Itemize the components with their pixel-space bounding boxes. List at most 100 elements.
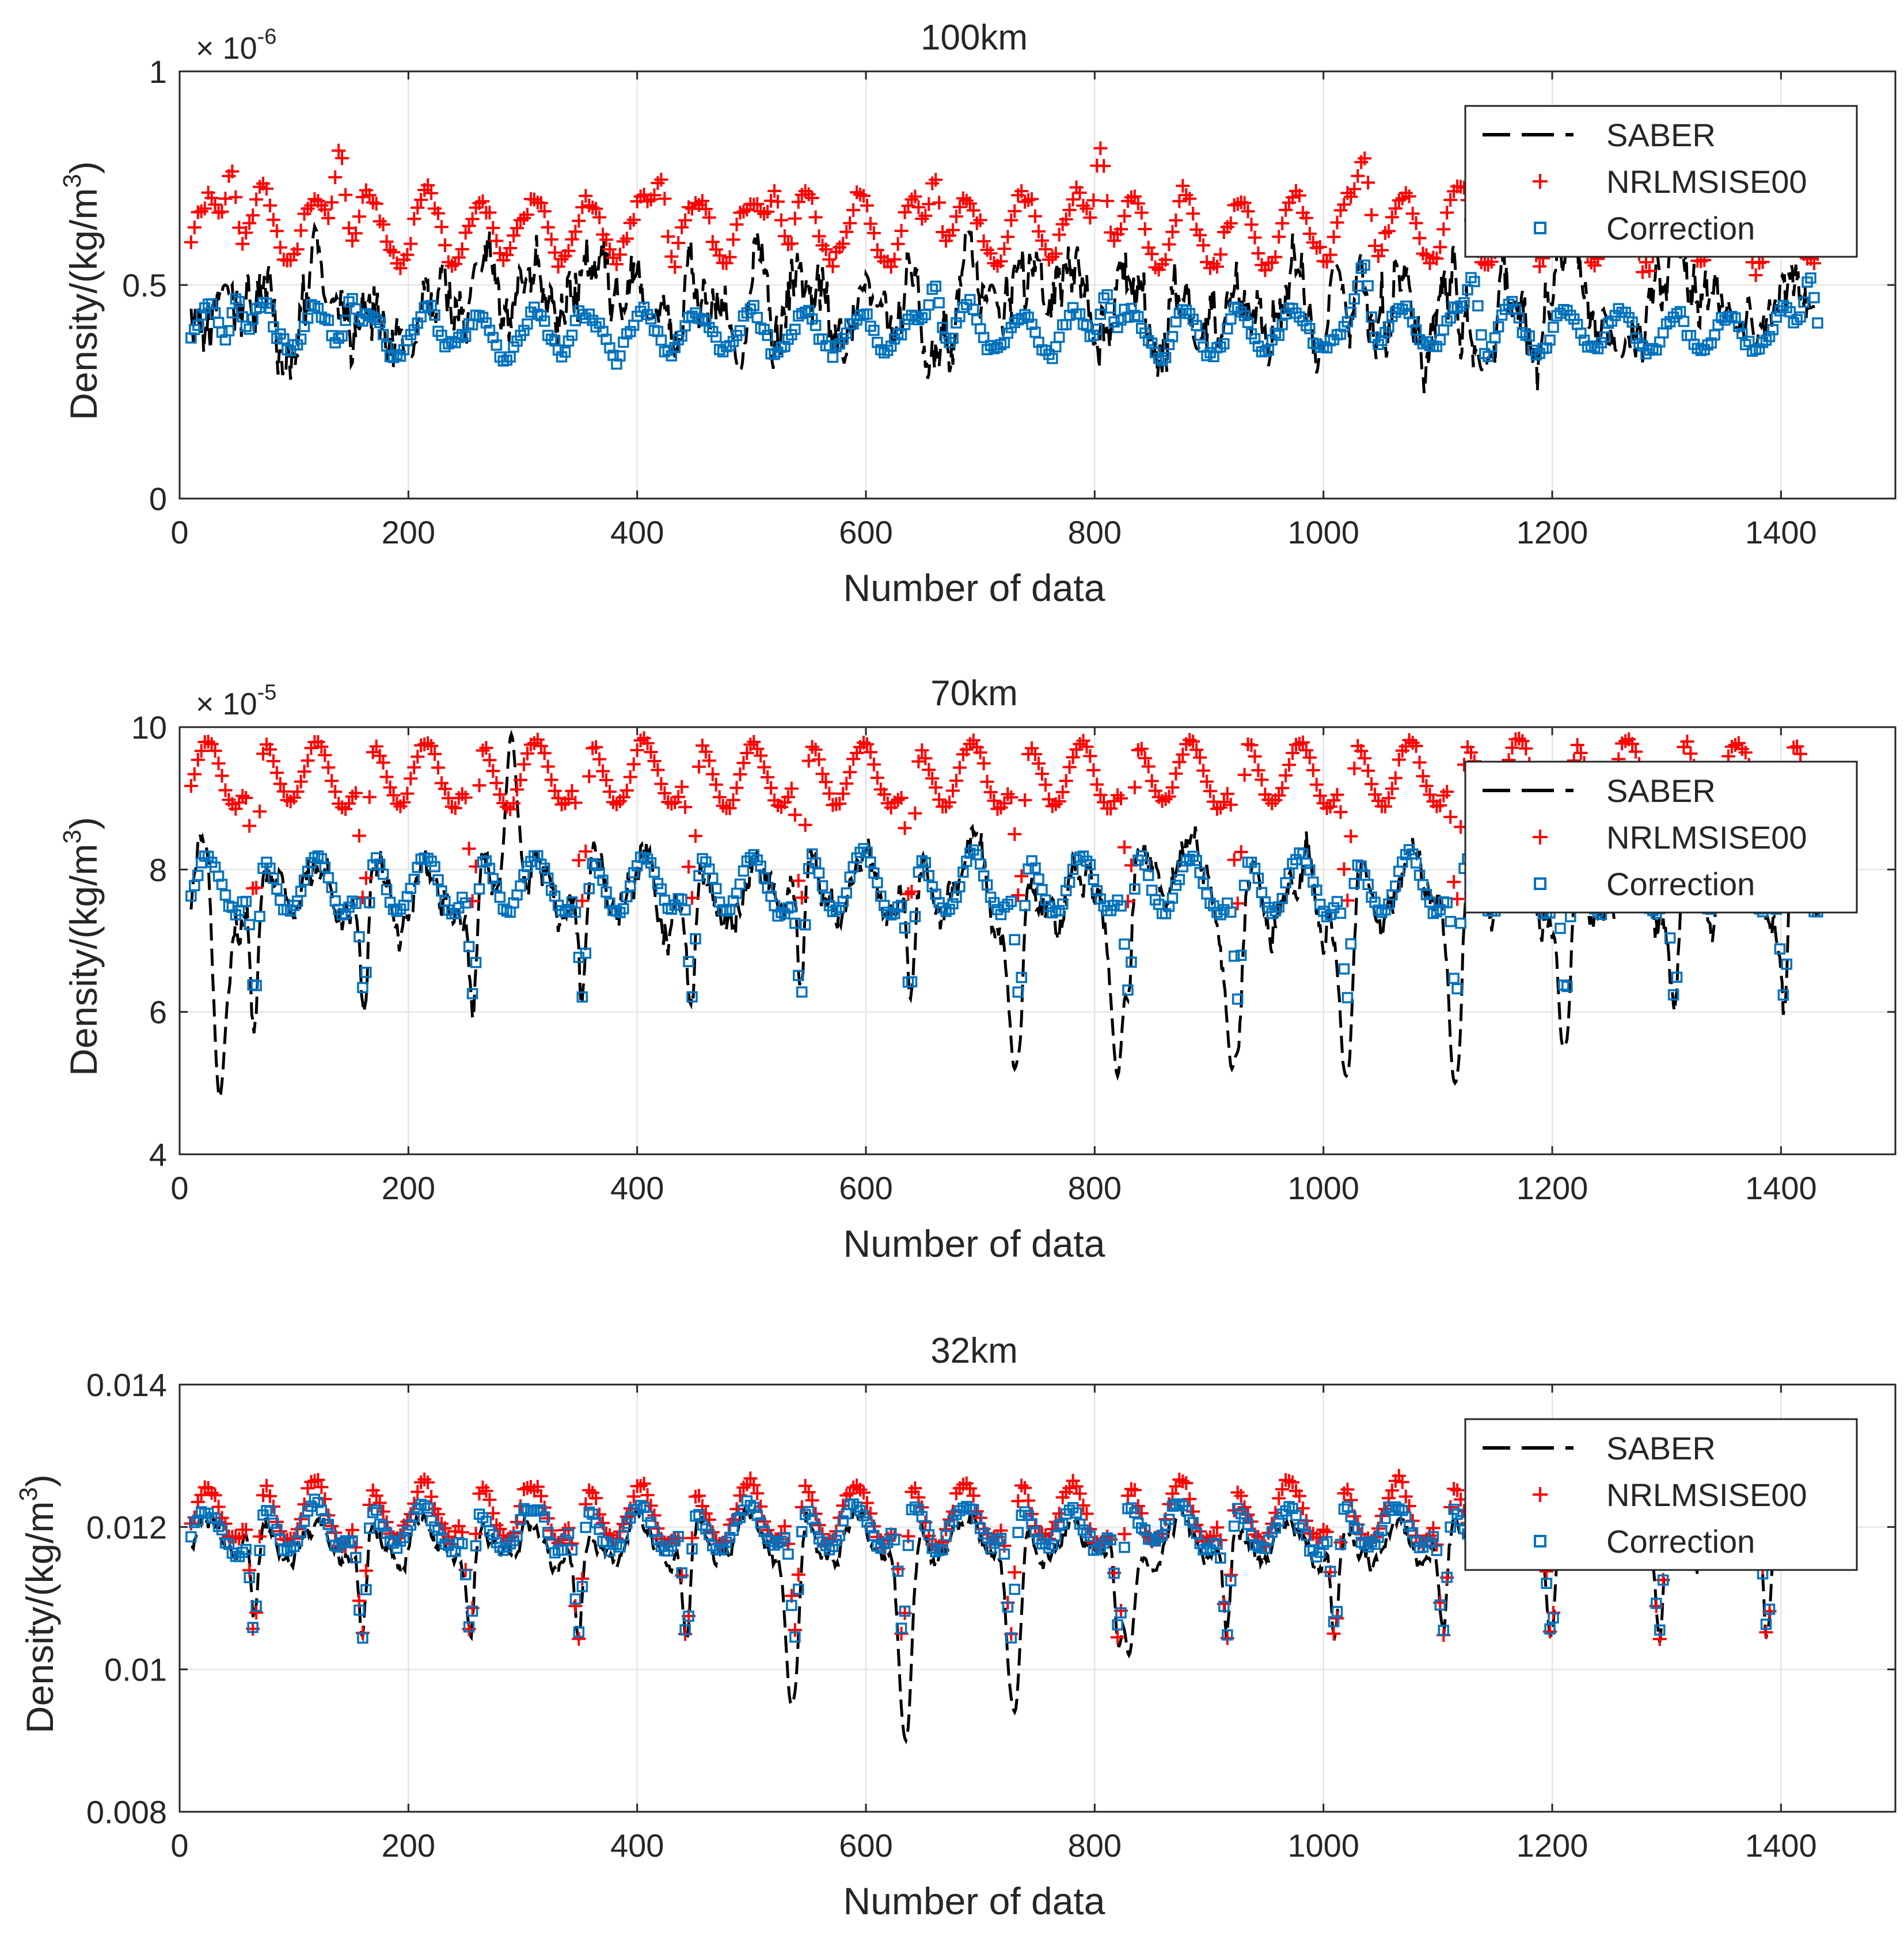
data-point bbox=[771, 798, 785, 812]
legend-label: SABER bbox=[1606, 773, 1716, 809]
data-point bbox=[347, 293, 358, 305]
data-point bbox=[957, 866, 969, 878]
data-point bbox=[1129, 310, 1141, 321]
data-point bbox=[1141, 241, 1156, 255]
data-point bbox=[1100, 194, 1115, 208]
data-point bbox=[376, 755, 390, 770]
data-point bbox=[1308, 1544, 1319, 1556]
data-point bbox=[1177, 861, 1189, 873]
data-point bbox=[1208, 900, 1219, 912]
data-point bbox=[936, 1535, 950, 1549]
data-point bbox=[1451, 983, 1463, 995]
data-point bbox=[345, 234, 359, 248]
data-point bbox=[195, 309, 207, 321]
data-point bbox=[511, 335, 523, 347]
data-point bbox=[503, 241, 518, 255]
data-point bbox=[613, 248, 627, 262]
data-point bbox=[959, 193, 974, 208]
data-point bbox=[455, 1525, 469, 1539]
data-point bbox=[1770, 311, 1783, 323]
data-point bbox=[1115, 314, 1127, 326]
series-line-SABER bbox=[189, 729, 1822, 1103]
data-point bbox=[1410, 1535, 1422, 1547]
data-point bbox=[1242, 1519, 1254, 1530]
data-point bbox=[230, 293, 242, 305]
data-point bbox=[1417, 338, 1429, 349]
data-point bbox=[609, 797, 624, 812]
data-point bbox=[1402, 189, 1416, 204]
data-point bbox=[1230, 896, 1245, 911]
data-point bbox=[980, 774, 994, 789]
data-point bbox=[901, 199, 915, 213]
x-tick-label: 800 bbox=[1068, 514, 1122, 550]
data-point bbox=[1347, 761, 1362, 775]
data-point bbox=[839, 225, 854, 239]
data-point bbox=[362, 188, 377, 203]
data-point bbox=[1076, 199, 1090, 213]
data-point bbox=[723, 250, 737, 264]
data-point bbox=[1134, 742, 1149, 756]
data-point bbox=[1492, 321, 1504, 333]
x-tick-label: 0 bbox=[170, 1170, 188, 1206]
data-point bbox=[819, 775, 833, 789]
data-point bbox=[1462, 284, 1473, 296]
data-point bbox=[1327, 1626, 1341, 1641]
data-point bbox=[197, 201, 212, 216]
data-point bbox=[957, 302, 969, 313]
data-point bbox=[459, 330, 472, 343]
data-point bbox=[325, 774, 339, 788]
data-point bbox=[1117, 1527, 1131, 1541]
data-point bbox=[295, 1527, 307, 1538]
chart-title: 70km bbox=[930, 674, 1018, 713]
data-point bbox=[1238, 880, 1251, 891]
data-point bbox=[295, 333, 307, 345]
data-point bbox=[1196, 238, 1211, 253]
y-tick-label: 8 bbox=[149, 851, 167, 888]
data-point bbox=[542, 872, 554, 884]
data-point bbox=[271, 883, 283, 895]
data-point bbox=[350, 898, 362, 909]
data-point bbox=[477, 856, 489, 868]
data-point bbox=[444, 258, 459, 273]
data-point bbox=[954, 881, 966, 892]
data-point bbox=[242, 1563, 257, 1577]
data-point bbox=[1359, 1538, 1370, 1550]
data-point bbox=[724, 1531, 736, 1543]
data-point bbox=[1378, 799, 1392, 813]
data-point bbox=[1203, 784, 1217, 799]
data-point bbox=[1225, 906, 1237, 918]
x-tick-label: 400 bbox=[610, 1827, 664, 1864]
legend-label: NRLMSISE00 bbox=[1606, 1477, 1807, 1513]
data-point bbox=[1345, 938, 1357, 950]
data-point bbox=[661, 229, 675, 244]
data-point bbox=[1324, 334, 1336, 347]
data-point bbox=[1104, 225, 1118, 239]
data-point bbox=[504, 1538, 516, 1550]
data-point bbox=[559, 346, 571, 358]
data-point bbox=[535, 1505, 547, 1517]
data-point bbox=[798, 818, 812, 832]
data-point bbox=[391, 906, 403, 917]
data-point bbox=[333, 332, 344, 344]
data-point bbox=[194, 1488, 208, 1502]
data-point bbox=[1764, 330, 1776, 343]
data-point bbox=[1194, 329, 1206, 341]
data-point bbox=[1028, 1519, 1043, 1533]
data-point bbox=[411, 1485, 425, 1499]
data-point bbox=[298, 321, 310, 332]
data-point bbox=[1726, 310, 1738, 322]
data-point bbox=[836, 1499, 850, 1513]
data-point bbox=[314, 740, 329, 754]
data-point bbox=[1369, 896, 1381, 908]
data-point bbox=[1165, 780, 1180, 794]
data-point bbox=[1651, 344, 1662, 356]
data-point bbox=[602, 785, 617, 799]
x-tick-label: 800 bbox=[1068, 1170, 1122, 1206]
data-point bbox=[994, 254, 1008, 268]
data-point bbox=[1263, 1534, 1275, 1546]
data-point bbox=[908, 1481, 922, 1496]
data-point bbox=[1512, 731, 1526, 746]
data-point bbox=[1358, 751, 1372, 766]
data-point bbox=[1149, 1535, 1161, 1547]
data-point bbox=[538, 1511, 550, 1523]
